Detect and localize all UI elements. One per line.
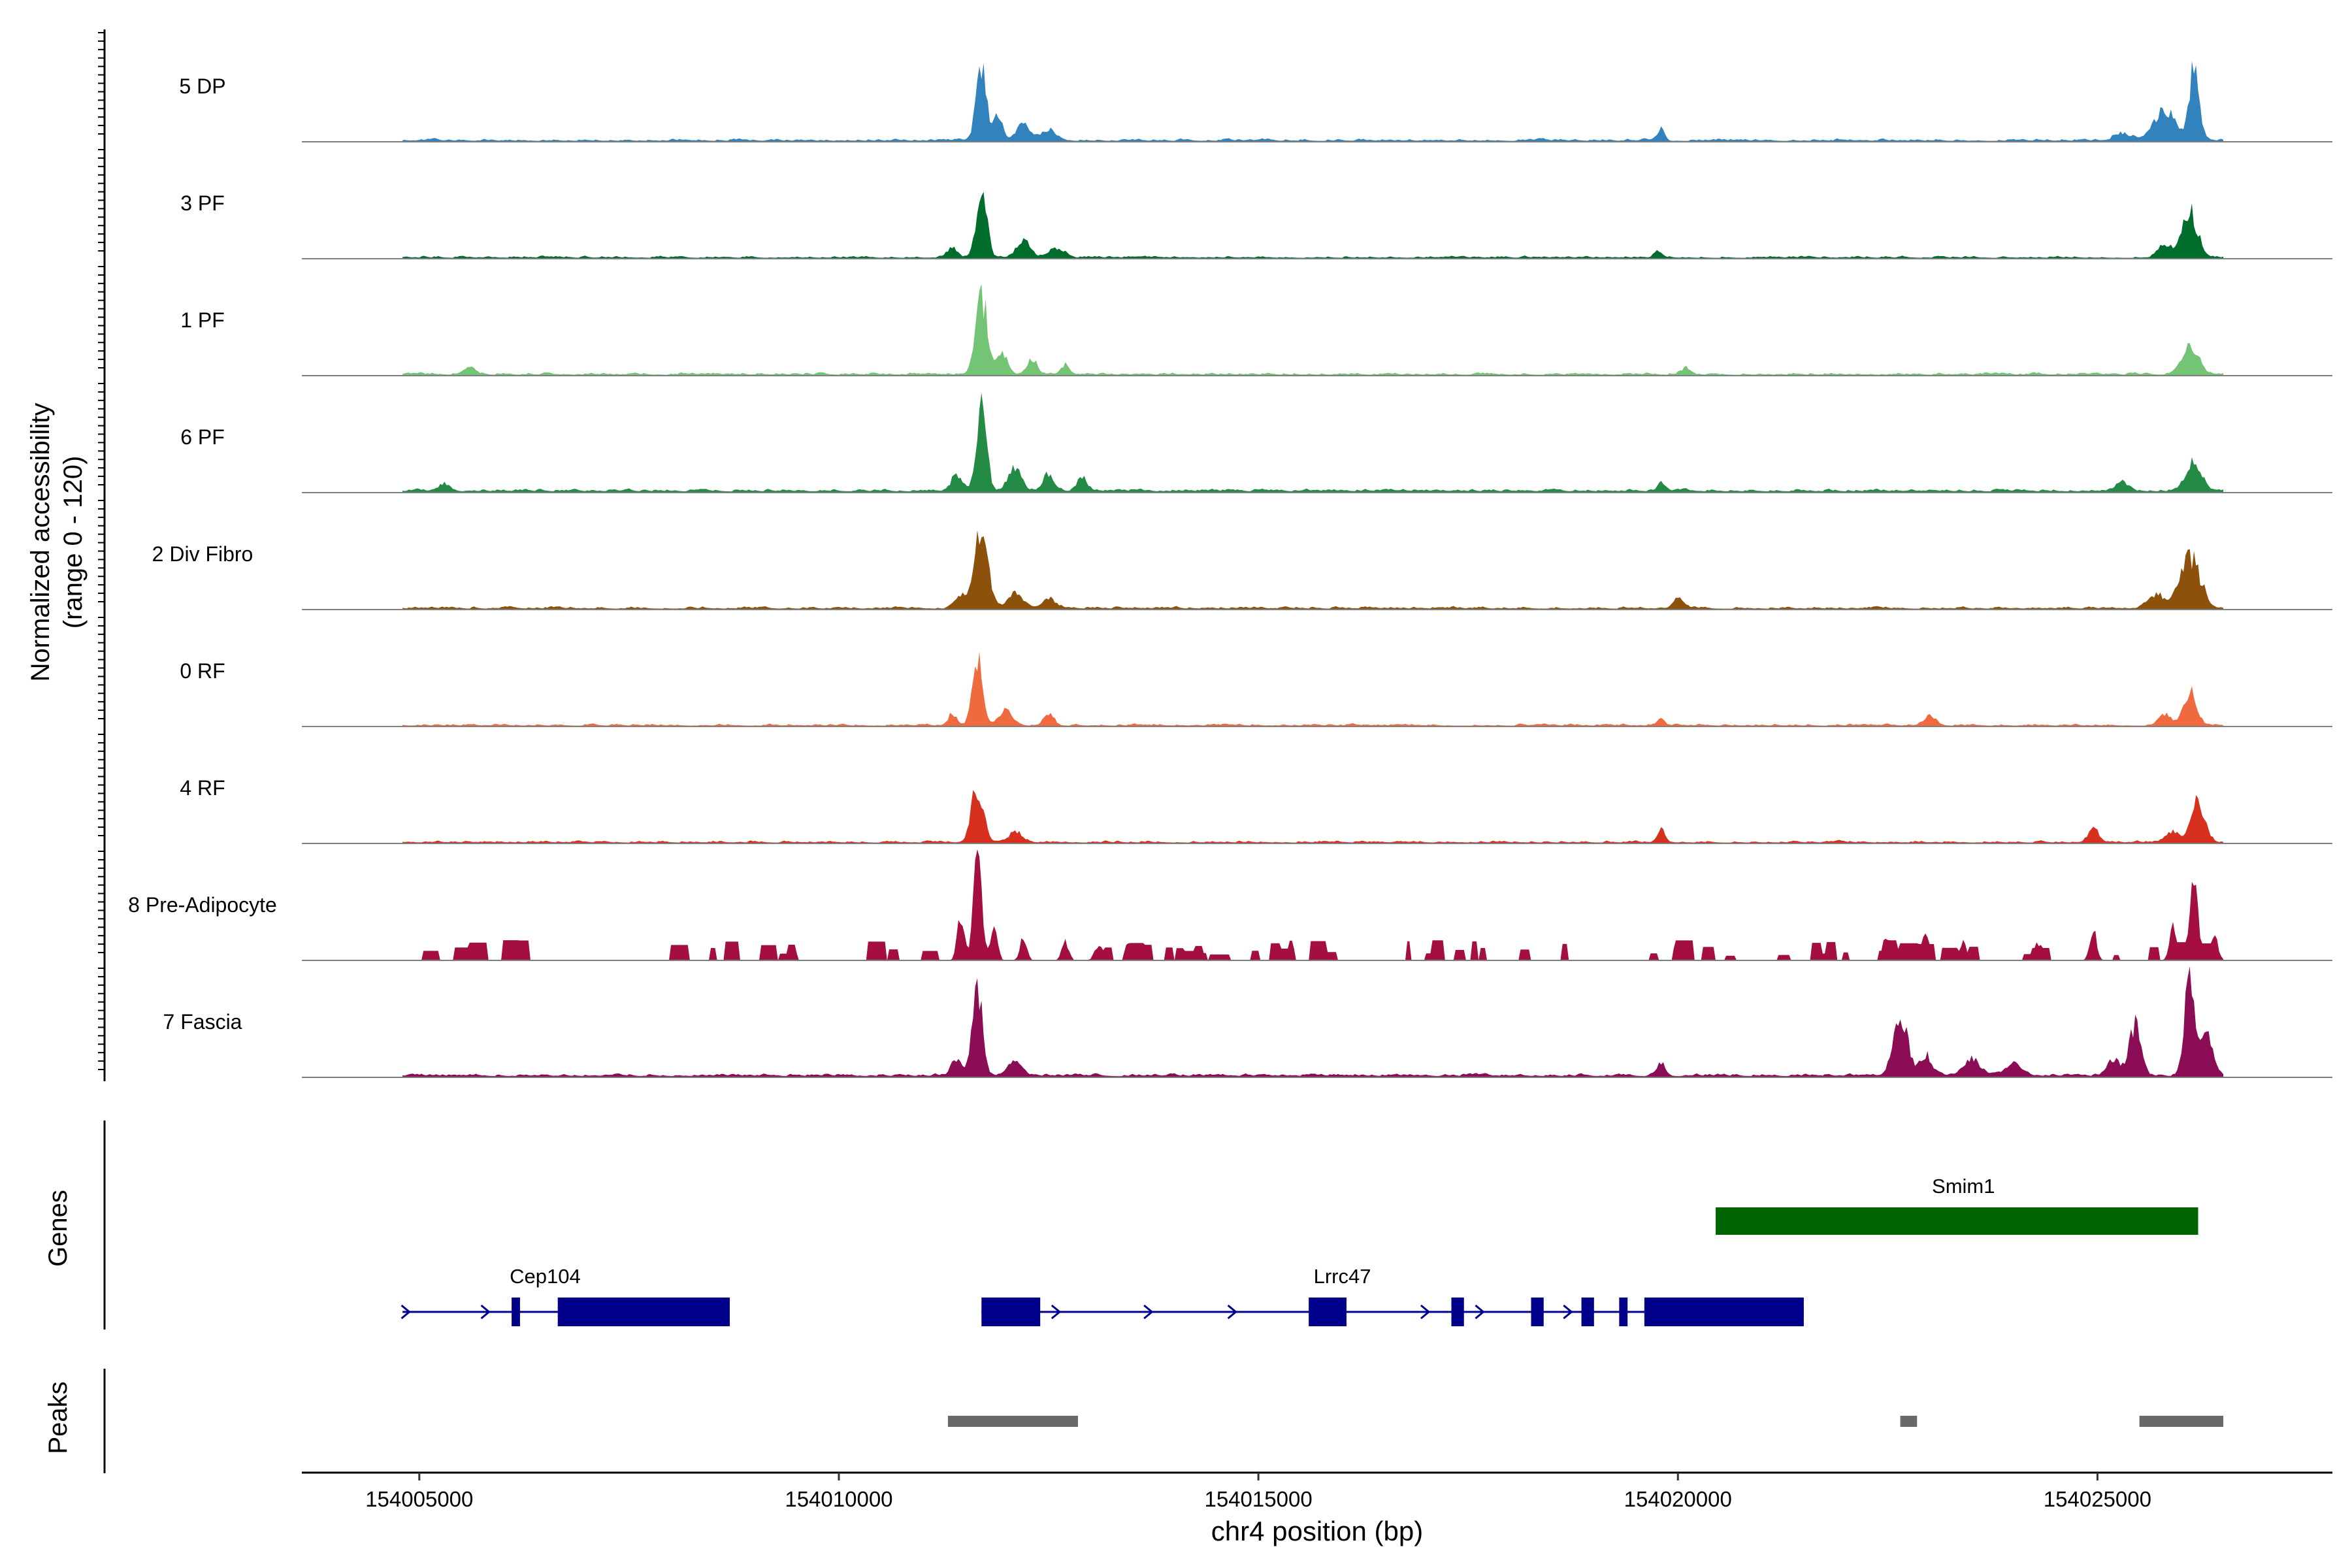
- strand-arrow: [480, 1304, 491, 1320]
- track-8-pre-adipocyte: 8 Pre-Adipocyte: [128, 849, 2332, 961]
- coverage-area: [402, 790, 2223, 843]
- strand-arrow: [572, 1304, 583, 1320]
- y-axis-title-line1: Normalized accessibility: [26, 403, 55, 682]
- genes-section: Genes Smim1 Cep104 Lrrc47: [44, 1120, 2198, 1330]
- gene-body: [1716, 1207, 2198, 1235]
- coverage-area: [402, 530, 2223, 610]
- strand-arrow: [1227, 1304, 1237, 1320]
- peak-regions: [947, 1416, 2224, 1427]
- track-6-pf: 6 PF: [180, 393, 2332, 493]
- y-axis-title: Normalized accessibility (range 0 - 120): [26, 403, 88, 682]
- track-label: 1 PF: [180, 308, 225, 332]
- strand-arrow: [1143, 1304, 1154, 1320]
- track-5-dp: 5 DP: [179, 61, 2332, 142]
- gene-exon: [981, 1298, 1041, 1326]
- peaks-axis-label: Peaks: [44, 1381, 73, 1454]
- coverage-area: [402, 284, 2223, 376]
- gene-exon: [1619, 1298, 1628, 1326]
- x-tick-label: 154025000: [2044, 1487, 2151, 1511]
- gene-models: Smim1 Cep104 Lrrc47: [400, 1175, 2198, 1326]
- gene-exon: [1309, 1298, 1347, 1326]
- peaks-section: Peaks: [44, 1369, 2224, 1473]
- track-label: 5 DP: [179, 74, 225, 98]
- gene-smim1: Smim1: [1716, 1175, 2198, 1235]
- track-0-rf: 0 RF: [180, 651, 2332, 727]
- strand-arrow: [1475, 1304, 1485, 1320]
- x-tick-label: 154005000: [365, 1487, 473, 1511]
- strand-arrow: [1051, 1304, 1062, 1320]
- track-7-fascia: 7 Fascia: [163, 966, 2332, 1078]
- gene-exon: [1451, 1298, 1464, 1326]
- track-1-pf: 1 PF: [180, 284, 2332, 376]
- track-label: 7 Fascia: [163, 1010, 242, 1034]
- peak-region: [947, 1416, 1078, 1427]
- gene-label: Smim1: [1932, 1175, 1995, 1198]
- x-axis-title: chr4 position (bp): [1211, 1516, 1424, 1546]
- track-label: 3 PF: [180, 191, 225, 215]
- x-tick-label: 154020000: [1624, 1487, 1732, 1511]
- coverage-area: [402, 61, 2223, 142]
- coverage-area: [402, 849, 2223, 960]
- tracks-y-axis: [98, 29, 106, 1081]
- track-label: 6 PF: [180, 425, 225, 449]
- coverage-area: [402, 393, 2223, 493]
- track-label: 4 RF: [180, 776, 225, 800]
- gene-label: Cep104: [510, 1265, 581, 1288]
- strand-arrow: [400, 1304, 411, 1320]
- coverage-area: [402, 651, 2223, 727]
- track-4-rf: 4 RF: [180, 776, 2332, 844]
- peak-region: [1900, 1416, 1918, 1427]
- gene-exon: [1531, 1298, 1544, 1326]
- track-2-div-fibro: 2 Div Fibro: [152, 530, 2332, 610]
- gene-lrrc47: Lrrc47: [981, 1265, 1804, 1326]
- coverage-area: [402, 966, 2223, 1077]
- gene-exon: [557, 1298, 730, 1326]
- gene-label: Lrrc47: [1314, 1265, 1371, 1288]
- track-label: 8 Pre-Adipocyte: [128, 893, 277, 917]
- x-axis: 154005000 154010000 154015000 154020000 1540…: [302, 1471, 2332, 1511]
- track-label: 0 RF: [180, 659, 225, 683]
- strand-arrow: [1420, 1304, 1431, 1320]
- x-tick-label: 154015000: [1205, 1487, 1313, 1511]
- gene-exon: [1581, 1298, 1594, 1326]
- coverage-area: [402, 191, 2223, 259]
- strand-arrow: [1563, 1304, 1573, 1320]
- track-3-pf: 3 PF: [180, 191, 2332, 259]
- gene-exon: [512, 1298, 520, 1326]
- genes-axis-label: Genes: [44, 1190, 73, 1267]
- x-tick-label: 154010000: [785, 1487, 892, 1511]
- y-axis-title-line2: (range 0 - 120): [59, 456, 88, 629]
- coverage-tracks: 5 DP 3 PF 1 PF 6 PF 2 Div Fibro 0 RF 4 RF 8 Pre…: [128, 61, 2332, 1078]
- peak-region: [2139, 1416, 2224, 1427]
- gene-exon: [1644, 1298, 1804, 1326]
- track-label: 2 Div Fibro: [152, 542, 253, 566]
- gene-cep104: Cep104: [400, 1265, 730, 1326]
